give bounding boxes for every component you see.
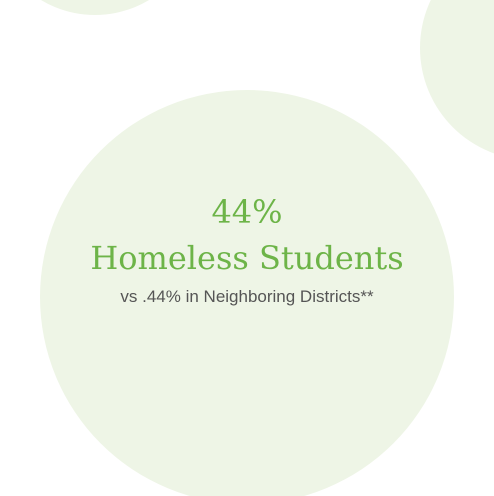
stat-value: 44% bbox=[211, 193, 283, 231]
decor-circle bbox=[420, 0, 494, 154]
main-circle bbox=[40, 90, 454, 496]
stat-comparison: vs .44% in Neighboring Districts** bbox=[120, 287, 374, 306]
decor-circle bbox=[40, 0, 150, 15]
stat-label: Homeless Students bbox=[90, 239, 404, 277]
